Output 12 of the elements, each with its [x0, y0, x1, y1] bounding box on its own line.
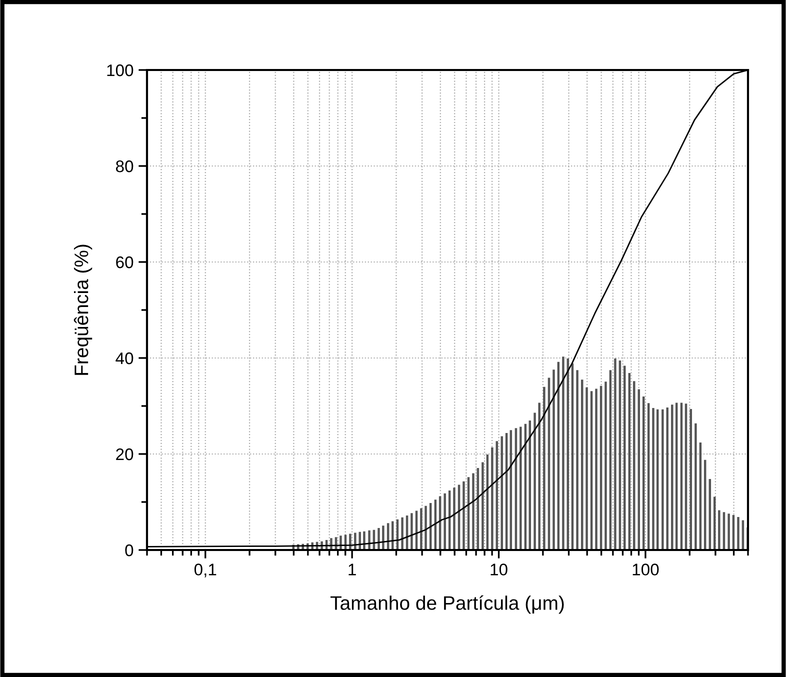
y-tick-label: 20 [116, 448, 134, 460]
y-tick-label: 0 [125, 544, 134, 556]
y-axis-title: Freqüência (%) [74, 244, 92, 375]
x-axis-title: Tamanho de Partícula (μm) [330, 595, 564, 614]
x-tick-label: 0,1 [194, 564, 216, 578]
y-tick-label: 100 [107, 64, 134, 76]
y-tick-label: 40 [116, 352, 134, 364]
y-tick-label: 60 [116, 256, 134, 268]
x-tick-label: 100 [632, 564, 659, 576]
x-tick-label: 10 [490, 564, 508, 576]
y-tick-label: 80 [116, 160, 134, 172]
x-tick-label: 1 [348, 564, 356, 576]
